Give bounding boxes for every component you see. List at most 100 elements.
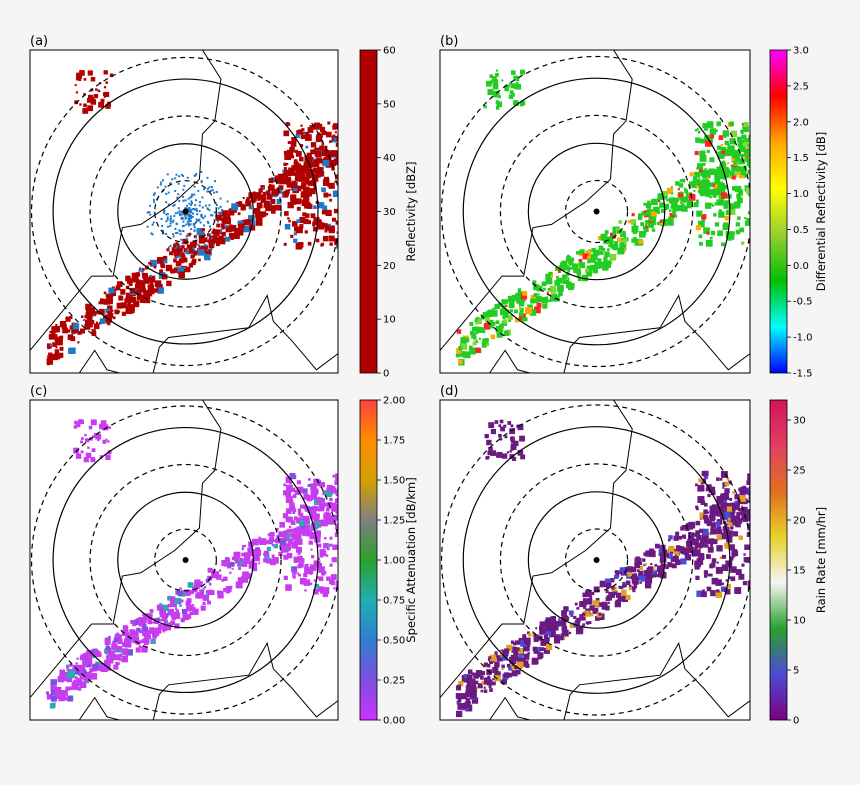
plot-frame xyxy=(439,399,751,721)
echo-cell xyxy=(519,103,524,107)
echo-cell xyxy=(248,564,254,569)
echo-cell xyxy=(173,247,180,254)
echo-cell xyxy=(201,196,204,199)
echo-cell xyxy=(491,321,496,326)
echo-cell xyxy=(745,515,750,521)
echo-cell xyxy=(520,454,526,460)
echo-cell xyxy=(283,130,290,137)
echo-cell xyxy=(105,454,111,460)
echo-cell xyxy=(229,224,237,232)
echo-cell xyxy=(483,105,487,109)
echo-cell xyxy=(734,494,740,500)
echo-cell xyxy=(149,609,154,613)
echo-cell xyxy=(174,267,180,273)
echo-cell xyxy=(642,558,646,562)
echo-cell xyxy=(579,614,586,621)
echo-cell xyxy=(712,539,718,545)
echo-cell xyxy=(152,221,155,224)
echo-cell xyxy=(460,693,468,700)
echo-cell xyxy=(674,550,680,556)
echo-cell xyxy=(89,307,96,313)
echo-cell xyxy=(296,572,299,575)
echo-cell xyxy=(561,616,567,622)
echo-cell xyxy=(628,586,632,591)
echo-cell xyxy=(46,691,49,695)
echo-cell xyxy=(557,284,564,292)
echo-cell xyxy=(722,482,727,487)
echo-cell xyxy=(718,202,721,206)
echo-cell xyxy=(310,483,317,490)
echo-cell xyxy=(739,158,746,165)
echo-cell xyxy=(333,123,338,130)
echo-cell xyxy=(69,325,74,330)
echo-cell xyxy=(121,311,127,316)
echo-cell xyxy=(661,557,665,561)
echo-cell xyxy=(726,477,730,481)
echo-cell xyxy=(269,559,276,566)
echo-cell xyxy=(165,213,168,216)
colorbar-tick-label: 1.5 xyxy=(793,153,809,164)
echo-cell xyxy=(167,191,170,194)
echo-cell xyxy=(568,610,574,616)
echo-cell xyxy=(213,219,216,222)
echo-cell xyxy=(172,219,175,222)
echo-cell xyxy=(582,592,588,598)
echo-cell xyxy=(485,342,490,347)
echo-cell xyxy=(116,281,123,287)
echo-cell xyxy=(151,233,154,236)
radar-field xyxy=(440,50,750,373)
echo-cell xyxy=(292,511,296,514)
echo-cell xyxy=(455,693,462,699)
echo-cell xyxy=(128,282,133,286)
echo-cell xyxy=(506,644,513,651)
echo-cell xyxy=(515,296,520,301)
echo-cell xyxy=(679,179,683,183)
echo-cell xyxy=(210,186,213,189)
echo-cell xyxy=(723,222,729,228)
echo-cell xyxy=(568,282,575,289)
echo-cell xyxy=(317,123,323,129)
echo-cell xyxy=(614,574,619,580)
echo-cell xyxy=(461,703,468,709)
echo-cell xyxy=(610,578,615,583)
echo-cell xyxy=(152,198,155,201)
echo-cell xyxy=(283,483,287,487)
echo-cell xyxy=(496,106,500,110)
echo-cell xyxy=(284,223,291,230)
echo-cell xyxy=(122,625,129,631)
echo-cell xyxy=(334,480,338,486)
echo-cell xyxy=(319,481,325,488)
echo-cell xyxy=(182,195,185,198)
echo-cell xyxy=(288,167,295,175)
echo-cell xyxy=(658,544,662,549)
echo-cell xyxy=(743,121,749,128)
echo-cell xyxy=(182,613,189,621)
echo-cell xyxy=(169,222,172,225)
echo-cell xyxy=(290,141,297,147)
echo-cell xyxy=(191,208,194,211)
echo-cell xyxy=(307,220,312,225)
echo-cell xyxy=(561,610,567,617)
echo-cell xyxy=(176,211,179,214)
echo-cell xyxy=(694,564,700,570)
echo-cell xyxy=(191,215,194,218)
echo-cell xyxy=(549,285,556,292)
echo-cell xyxy=(166,173,169,176)
echo-cell xyxy=(181,245,185,249)
echo-cell xyxy=(702,174,707,179)
echo-cell xyxy=(718,499,724,505)
echo-cell xyxy=(563,632,568,636)
echo-cell xyxy=(633,573,638,577)
echo-cell xyxy=(206,187,209,190)
echo-cell xyxy=(512,100,518,106)
echo-cell xyxy=(252,538,259,546)
echo-cell xyxy=(203,585,207,589)
echo-cell xyxy=(601,601,608,608)
echo-cell xyxy=(465,685,473,693)
echo-cell xyxy=(643,552,647,556)
echo-cell xyxy=(487,89,494,96)
echo-cell xyxy=(477,683,483,689)
echo-cell xyxy=(604,251,610,257)
echo-cell xyxy=(231,203,239,211)
range-ring-dashed xyxy=(564,528,629,592)
